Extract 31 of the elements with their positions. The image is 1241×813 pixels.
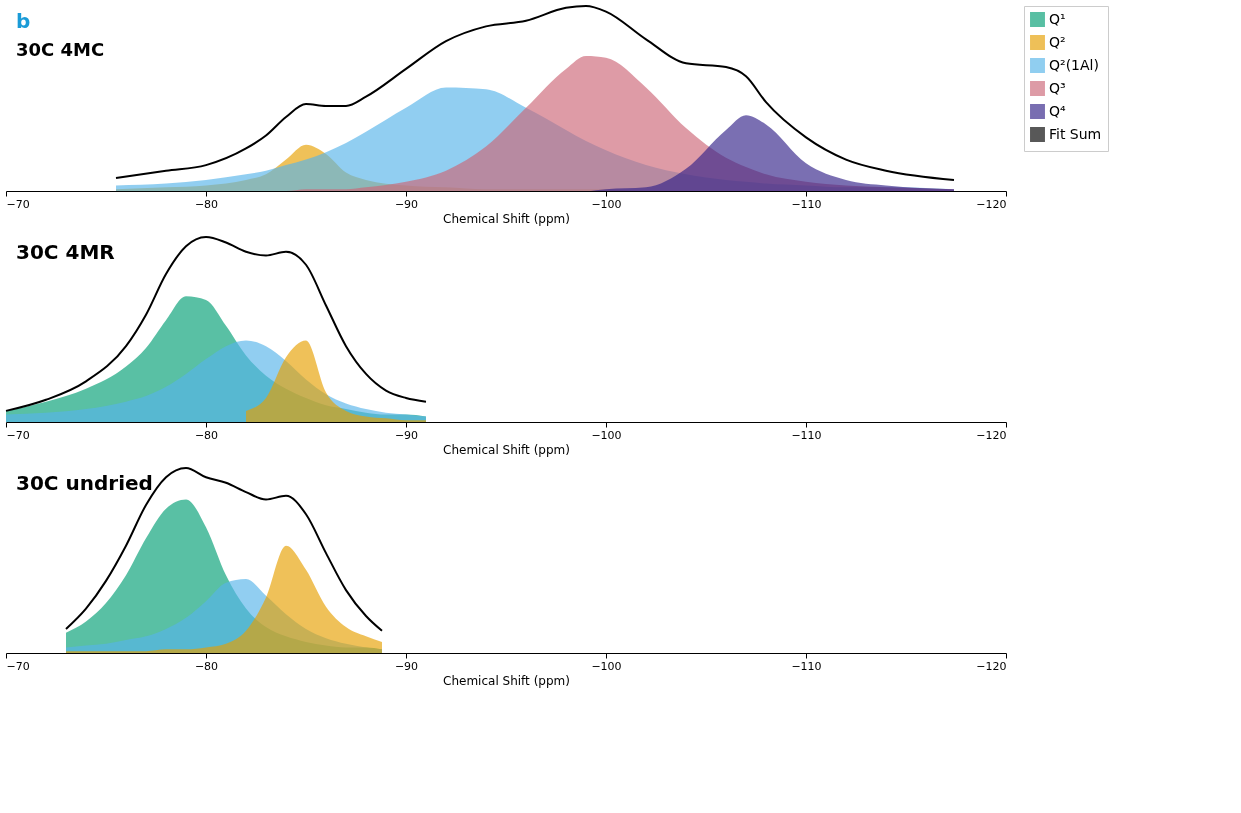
x-tick-label: −100 bbox=[591, 428, 622, 442]
x-tick-label: −120 bbox=[976, 197, 1007, 211]
legend-label: Q¹ bbox=[1049, 10, 1066, 27]
x-tick-label: −110 bbox=[791, 659, 822, 673]
x-tick-label: −90 bbox=[394, 659, 419, 673]
annotation: b bbox=[16, 9, 31, 33]
legend-label: Q² bbox=[1049, 33, 1066, 50]
x-axis-title: Chemical Shift (ppm) bbox=[443, 673, 570, 688]
x-axis-title: Chemical Shift (ppm) bbox=[443, 442, 570, 457]
x-tick-label: −120 bbox=[976, 428, 1007, 442]
annotation: 30C 4MR bbox=[16, 240, 115, 264]
x-tick-label: −110 bbox=[791, 197, 822, 211]
x-tick-label: −100 bbox=[591, 197, 622, 211]
x-tick-label: −120 bbox=[976, 659, 1007, 673]
x-tick-label: −90 bbox=[394, 197, 419, 211]
legend-label: Q²(1Al) bbox=[1049, 56, 1099, 73]
x-tick-label: −70 bbox=[6, 428, 30, 442]
x-tick-label: −90 bbox=[394, 428, 419, 442]
legend-label: Q³ bbox=[1049, 79, 1066, 96]
x-tick-label: −110 bbox=[791, 428, 822, 442]
x-tick-label: −80 bbox=[194, 428, 219, 442]
annotation: 30C 4MC bbox=[16, 39, 105, 60]
x-tick-label: −70 bbox=[6, 197, 30, 211]
annotation: 30C undried bbox=[16, 471, 153, 495]
x-tick-label: −80 bbox=[194, 197, 219, 211]
x-tick-label: −100 bbox=[591, 659, 622, 673]
x-tick-label: −80 bbox=[194, 659, 219, 673]
legend-label: Fit Sum bbox=[1049, 125, 1102, 142]
x-axis-title: Chemical Shift (ppm) bbox=[443, 211, 570, 226]
legend-label: Q⁴ bbox=[1049, 102, 1067, 119]
x-tick-label: −70 bbox=[6, 659, 30, 673]
